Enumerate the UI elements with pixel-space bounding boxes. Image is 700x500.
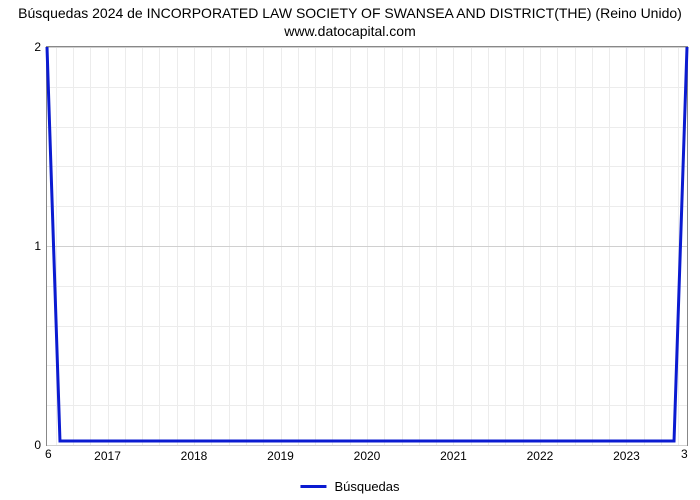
ytick-label: 1 bbox=[34, 239, 47, 253]
legend-swatch bbox=[300, 485, 326, 488]
plot-area: 6 3 0122017201820192020202120222023 bbox=[46, 46, 688, 446]
endpoint-right-label: 3 bbox=[681, 447, 688, 461]
chart-title-line1: Búsquedas 2024 de INCORPORATED LAW SOCIE… bbox=[0, 4, 700, 22]
series-line bbox=[47, 47, 687, 441]
chart-container: Búsquedas 2024 de INCORPORATED LAW SOCIE… bbox=[0, 0, 700, 500]
ytick-label: 0 bbox=[34, 438, 47, 452]
chart-title-line2: www.datocapital.com bbox=[0, 22, 700, 40]
chart-title-block: Búsquedas 2024 de INCORPORATED LAW SOCIE… bbox=[0, 0, 700, 40]
xtick-label: 2019 bbox=[267, 445, 294, 463]
ytick-label: 2 bbox=[34, 40, 47, 54]
xtick-label: 2017 bbox=[94, 445, 121, 463]
xtick-label: 2018 bbox=[181, 445, 208, 463]
xtick-label: 2023 bbox=[613, 445, 640, 463]
legend-label: Búsquedas bbox=[334, 479, 399, 494]
legend: Búsquedas bbox=[300, 479, 399, 494]
xtick-label: 2021 bbox=[440, 445, 467, 463]
xtick-label: 2022 bbox=[527, 445, 554, 463]
xtick-label: 2020 bbox=[354, 445, 381, 463]
line-series-svg bbox=[47, 47, 687, 445]
